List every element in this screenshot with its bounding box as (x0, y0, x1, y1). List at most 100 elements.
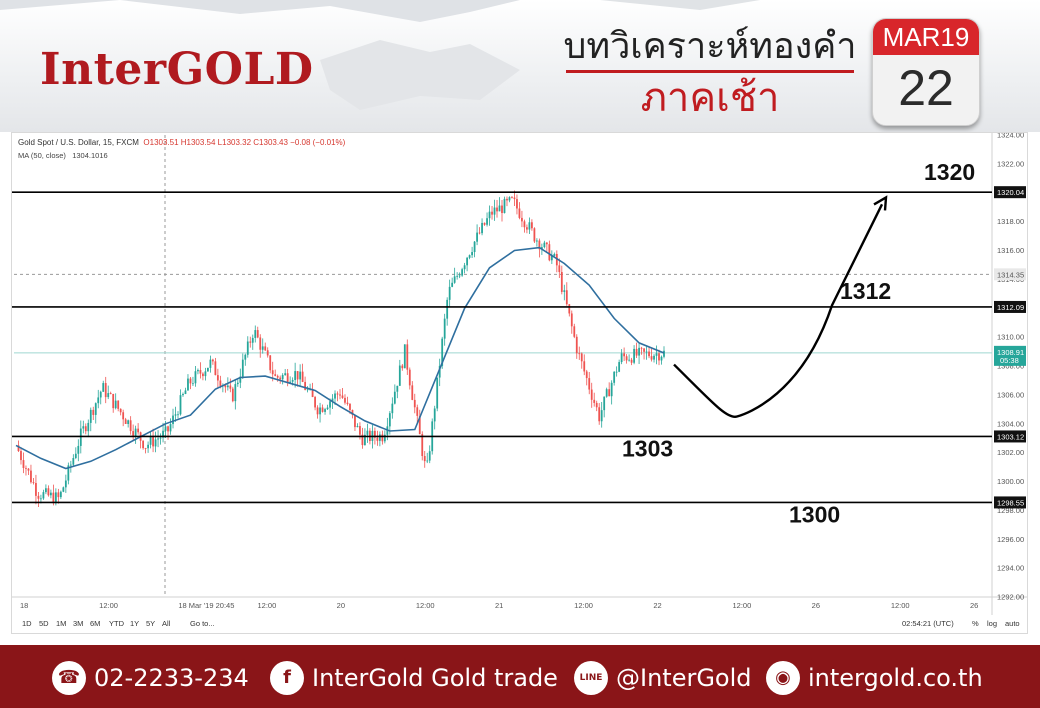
candle-body (52, 492, 55, 504)
candle-body (25, 467, 27, 469)
candle-body (294, 371, 297, 380)
range-5y[interactable]: 5Y (146, 619, 156, 628)
candle-body (261, 346, 264, 350)
candle-body (653, 355, 655, 360)
candle-body (476, 232, 478, 242)
moving-average-line (15, 246, 665, 470)
y-tick-label: 1300.00 (997, 477, 1024, 486)
candle-body (20, 451, 22, 461)
candle-body (224, 385, 227, 388)
candle-body (276, 375, 279, 378)
contact-footer: ☎ 02-2233-234 f InterGold Gold trade LINE @… (0, 645, 1040, 708)
range-6m[interactable]: 6M (90, 619, 101, 628)
candle-body (301, 371, 304, 382)
x-tick-label: 12:00 (891, 601, 910, 610)
candle-body (443, 318, 446, 339)
world-map-background (0, 0, 760, 110)
current-price-box (994, 345, 1026, 366)
y-tick-label: 1316.00 (997, 246, 1024, 255)
candle-body (84, 426, 87, 432)
candle-body (533, 228, 536, 242)
candle-body (187, 378, 189, 391)
candle-body (27, 468, 30, 471)
candle-body (518, 208, 521, 218)
auto-toggle[interactable]: auto (1005, 619, 1020, 628)
candle-body (17, 445, 20, 452)
ma-label[interactable]: MA (50, close) (18, 151, 66, 160)
candle-body (271, 370, 274, 375)
candle-body (620, 353, 623, 363)
candle-body (239, 376, 242, 383)
candle-body (421, 434, 424, 457)
x-tick-label: 12:00 (99, 601, 118, 610)
x-tick-label: 18 Mar '19 20:45 (178, 601, 234, 610)
candle-body (124, 419, 127, 424)
projection-arrowhead (873, 195, 888, 211)
level-axis-box (994, 300, 1026, 313)
candle-body (311, 388, 314, 397)
candle-body (147, 444, 149, 449)
candle-body (179, 395, 182, 415)
price-chart[interactable]: 1292.00 1294.00 1296.00 1298.00 1300.00 1302.… (12, 133, 1027, 615)
candle-body (364, 434, 366, 446)
footer-phone[interactable]: ☎ 02-2233-234 (52, 659, 249, 695)
dashed-level-label: 1314.35 (997, 270, 1024, 279)
candle-body (359, 426, 361, 435)
level-label-1320: 1320 (924, 159, 975, 185)
page-subtitle: ภาคเช้า (640, 75, 780, 121)
x-tick-label: 26 (970, 601, 978, 610)
range-3m[interactable]: 3M (73, 619, 84, 628)
level-axis-label: 1312.09 (997, 303, 1024, 312)
footer-facebook[interactable]: f InterGold Gold trade (270, 659, 558, 695)
footer-website[interactable]: ◉ intergold.co.th (766, 659, 983, 695)
x-tick-label: 12:00 (416, 601, 435, 610)
candle-body (329, 401, 331, 408)
log-toggle[interactable]: log (987, 619, 998, 628)
level-axis-label: 1298.55 (997, 498, 1024, 507)
candle-body (119, 408, 122, 413)
x-tick-label: 18 (20, 601, 28, 610)
candle-body (406, 344, 409, 370)
phone-icon: ☎ (52, 661, 86, 695)
candle-body (104, 383, 107, 398)
candle-body (401, 365, 404, 369)
range-1y[interactable]: 1Y (130, 619, 140, 628)
candle-body (164, 426, 167, 431)
candle-body (508, 197, 511, 201)
candle-body (122, 412, 125, 420)
level-axis-box (994, 430, 1026, 443)
candle-body (167, 426, 169, 432)
range-1d[interactable]: 1D (22, 619, 32, 628)
calendar-icon: MAR19 22 (872, 18, 980, 126)
candle-body (22, 460, 25, 468)
candle-body (600, 410, 603, 422)
candle-body (182, 393, 184, 396)
candle-body (42, 492, 45, 499)
candle-body (595, 402, 598, 408)
range-ytd[interactable]: YTD (109, 619, 124, 628)
candle-body (284, 373, 287, 376)
range-1m[interactable]: 1M (56, 619, 67, 628)
candle-body (134, 428, 137, 436)
candle-body (578, 353, 581, 355)
candle-body (403, 344, 406, 369)
candle-body (633, 348, 635, 363)
candle-body (526, 227, 528, 230)
chart-panel[interactable]: 1292.00 1294.00 1296.00 1298.00 1300.00 1302.… (11, 132, 1028, 634)
footer-line[interactable]: LINE @InterGold (574, 659, 752, 695)
goto-button[interactable]: Go to... (190, 619, 215, 628)
range-all[interactable]: All (162, 619, 171, 628)
percent-toggle[interactable]: % (972, 619, 979, 628)
intergold-logo: InterGOLD (40, 44, 314, 95)
candle-body (40, 498, 42, 500)
y-tick-label: 1310.00 (997, 333, 1024, 342)
level-axis-box (994, 496, 1026, 509)
level-axis-label: 1320.04 (997, 188, 1024, 197)
x-tick-label: 12:00 (574, 601, 593, 610)
candle-body (531, 222, 533, 229)
symbol-title[interactable]: Gold Spot / U.S. Dollar, 15, FXCM (18, 138, 139, 147)
candle-body (563, 290, 566, 292)
candle-body (540, 247, 543, 250)
range-5d[interactable]: 5D (39, 619, 49, 628)
candle-body (281, 375, 284, 380)
